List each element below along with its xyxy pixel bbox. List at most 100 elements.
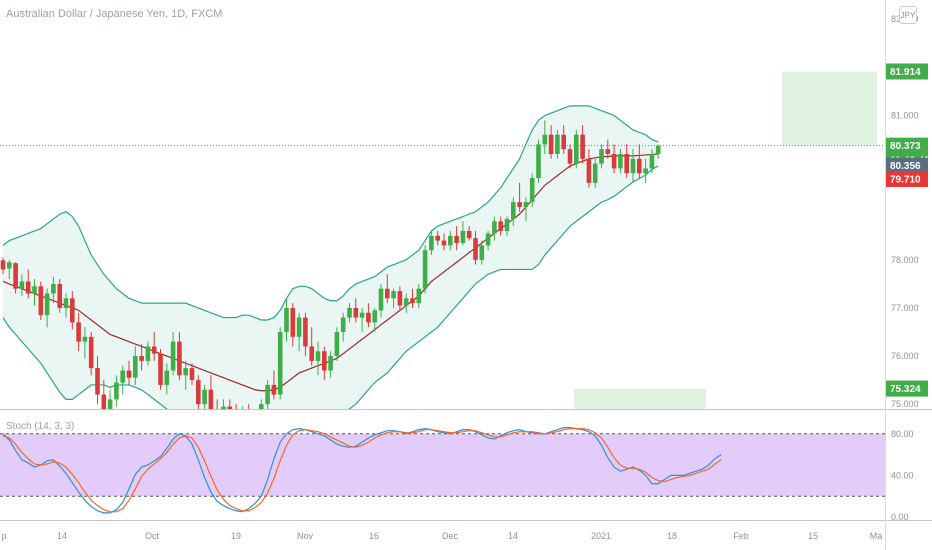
candle-body — [284, 307, 289, 333]
stoch-tick-label: 40.00 — [891, 470, 914, 480]
candle-body — [38, 286, 44, 316]
candle-body — [114, 382, 119, 400]
candle-body — [649, 153, 655, 169]
lower-target-zone — [574, 388, 706, 409]
price-tick-label: 81.000 — [891, 110, 919, 120]
candle-body — [611, 153, 617, 169]
candle-body — [44, 293, 50, 316]
price-tag — [886, 63, 928, 80]
bollinger-upper-line — [2, 105, 659, 321]
candle-body — [133, 356, 138, 378]
candle-body — [315, 351, 321, 361]
time-axis-label: 2021 — [591, 531, 611, 541]
candle-body — [536, 144, 541, 179]
candle-body — [101, 394, 107, 409]
stoch-tick-label: 80.00 — [891, 429, 914, 439]
candle-body — [25, 281, 31, 294]
time-axis-label: 18 — [667, 531, 677, 541]
candle-body — [215, 409, 220, 419]
candle-body — [196, 380, 201, 405]
candle-body — [485, 233, 491, 246]
candle-body — [227, 406, 233, 409]
price-tick-label: 77.000 — [891, 303, 919, 313]
candle-body — [189, 368, 195, 381]
time-axis-label: 15 — [808, 531, 818, 541]
candle-body — [177, 341, 182, 376]
candle-body — [107, 399, 113, 409]
candle-body — [448, 235, 453, 246]
candle-body — [126, 370, 132, 378]
stoch-d-line — [2, 428, 722, 513]
candle-body — [529, 178, 535, 203]
stoch-band — [0, 433, 885, 497]
candle-body — [580, 134, 585, 159]
candle-body — [555, 134, 560, 154]
time-axis-label: Ma — [870, 531, 883, 541]
candle-body — [605, 149, 611, 154]
price-tag — [886, 380, 928, 397]
candle-body — [359, 312, 365, 318]
price-tick-label: 78.000 — [891, 255, 919, 265]
price-tag — [886, 170, 928, 187]
candle-body — [460, 230, 466, 243]
candle-body — [366, 312, 371, 323]
candle-body — [391, 291, 396, 299]
bollinger-fill — [3, 105, 659, 409]
candle-body — [7, 262, 12, 269]
candle-body — [517, 202, 522, 207]
currency-button[interactable]: JPY — [899, 6, 917, 24]
candle-body — [120, 370, 125, 383]
time-axis-label: Dec — [442, 531, 459, 541]
candle-body — [637, 158, 642, 174]
candle-body — [548, 134, 554, 154]
candle-body — [347, 307, 352, 318]
candle-body — [592, 163, 598, 183]
candle-body — [221, 406, 226, 409]
candle-body — [599, 149, 604, 164]
candle-body — [655, 145, 661, 154]
candle-body — [328, 356, 333, 371]
candle-body — [51, 283, 56, 294]
candle-body — [296, 317, 302, 337]
time-axis-label: Nov — [297, 531, 314, 541]
candle-body — [618, 153, 623, 169]
candle-body — [246, 411, 251, 423]
candle-body — [561, 134, 566, 150]
price-tick-label: 76.000 — [891, 351, 919, 361]
candle-body — [403, 298, 409, 306]
candle-body — [473, 238, 478, 260]
candle-body — [416, 288, 422, 304]
candle-body — [410, 298, 415, 304]
candle-body — [630, 158, 636, 174]
price-tick-label: 75.000 — [891, 399, 919, 409]
price-tag — [886, 137, 928, 154]
price-tag-label: 81.914 — [890, 67, 921, 78]
target-zone — [782, 71, 877, 146]
candle-body — [422, 250, 428, 289]
stoch-tick-label: 0.00 — [891, 512, 909, 522]
candle-body — [183, 368, 188, 376]
candle-body — [265, 384, 270, 405]
candle-body — [170, 341, 176, 371]
candle-body — [151, 346, 157, 354]
candle-body — [511, 202, 516, 219]
candle-body — [441, 240, 447, 246]
candle-body — [208, 389, 214, 409]
candle-body — [334, 332, 340, 357]
candle-body — [466, 230, 472, 239]
time-axis-label: 16 — [369, 531, 379, 541]
candle-body — [145, 346, 151, 361]
candle-body — [353, 307, 359, 318]
price-tag-label: 80.373 — [890, 141, 921, 152]
candle-body — [88, 336, 94, 369]
candle-body — [19, 281, 25, 289]
candle-body — [523, 202, 529, 207]
candle-body — [82, 336, 88, 342]
bollinger-lower-line — [2, 165, 659, 409]
candle-body — [202, 389, 207, 405]
time-axis-label: 14 — [508, 531, 518, 541]
candle-body — [271, 384, 277, 395]
candle-body — [0, 260, 6, 270]
candle-body — [70, 298, 75, 323]
candle-body — [504, 218, 510, 231]
